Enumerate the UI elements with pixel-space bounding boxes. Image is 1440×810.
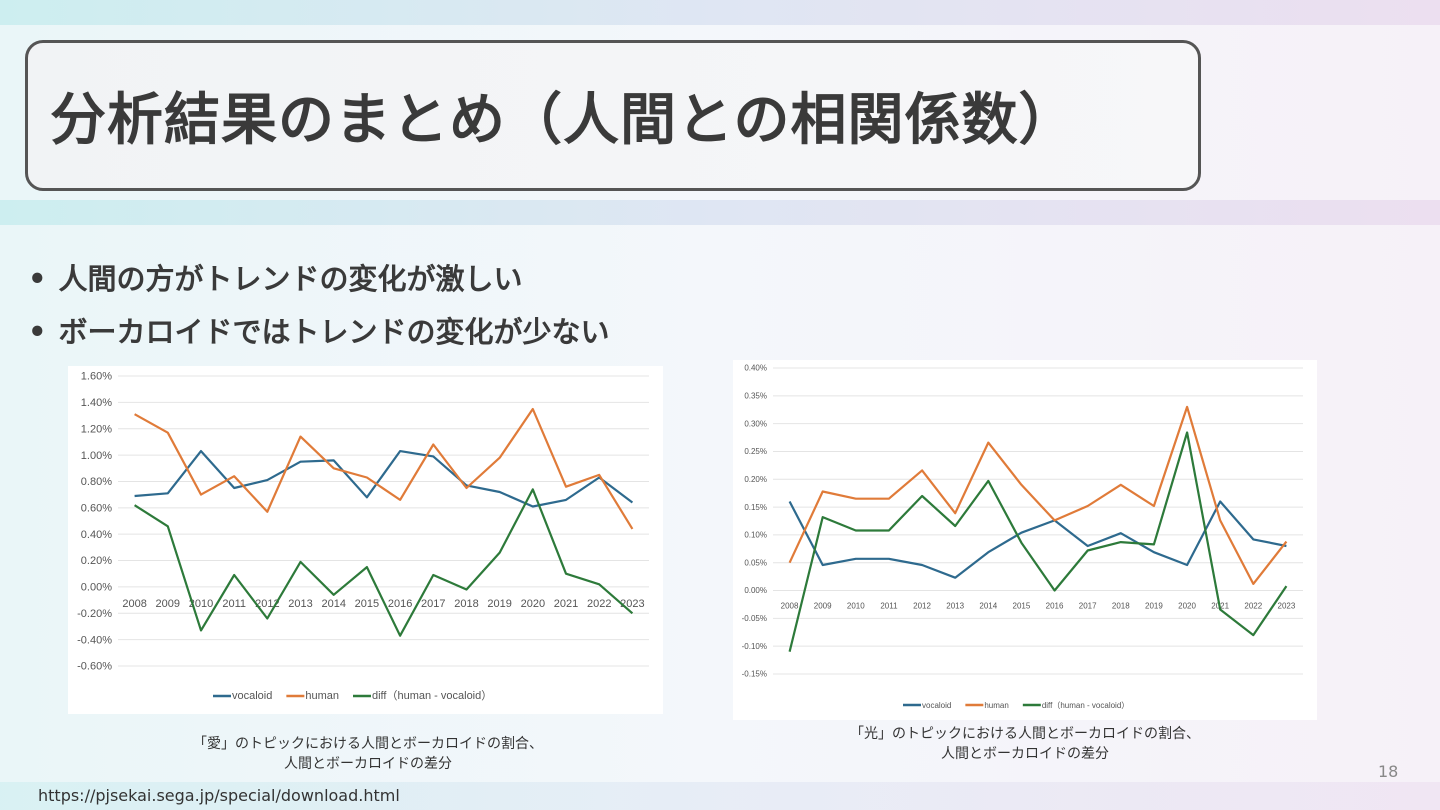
y-tick-label: 0.10%: [744, 531, 767, 540]
y-tick-label: -0.60%: [77, 661, 112, 673]
x-tick-label: 2021: [554, 598, 578, 610]
x-tick-label: 2008: [122, 598, 146, 610]
x-tick-label: 2019: [1145, 602, 1163, 611]
y-tick-label: 1.60%: [81, 371, 112, 383]
x-tick-label: 2010: [847, 602, 865, 611]
x-tick-label: 2011: [880, 602, 898, 611]
x-tick-label: 2018: [454, 598, 478, 610]
x-tick-label: 2015: [1013, 602, 1031, 611]
y-tick-label: 1.20%: [81, 423, 112, 435]
y-tick-label: 0.25%: [744, 447, 767, 456]
x-tick-label: 2014: [321, 598, 345, 610]
x-tick-label: 2011: [222, 598, 246, 610]
y-tick-label: 0.00%: [744, 586, 767, 595]
y-tick-label: 0.20%: [81, 555, 112, 567]
series-line-vocaloid: [788, 500, 1287, 579]
x-tick-label: 2017: [1079, 602, 1097, 611]
caption-line: 「光」のトピックにおける人間とボーカロイドの割合、: [850, 726, 1200, 742]
y-tick-label: -0.15%: [742, 670, 767, 679]
x-tick-label: 2016: [1046, 602, 1064, 611]
bottom-band: [0, 782, 1440, 810]
top-band: [0, 0, 1440, 25]
caption-line: 人間とボーカロイドの差分: [284, 756, 452, 772]
x-tick-label: 2018: [1112, 602, 1130, 611]
legend-label: human: [305, 690, 339, 702]
chart-svg: -0.15% -0.10% -0.05% 0.00% 0.05% 0.10% 0.15% 0.…: [742, 364, 1303, 710]
legend-label: diff（human - vocaloid）: [1042, 701, 1129, 710]
y-tick-label: 0.80%: [81, 476, 112, 488]
y-tick-label: 0.40%: [81, 529, 112, 541]
series-line-human: [788, 405, 1288, 585]
y-tick-label: 1.00%: [81, 450, 112, 462]
x-tick-label: 2019: [487, 598, 511, 610]
x-tick-label: 2023: [620, 598, 644, 610]
y-tick-label: -0.10%: [742, 642, 767, 651]
caption-hikari-topic: 「光」のトピックにおける人間とボーカロイドの割合、 人間とボーカロイドの差分: [775, 724, 1275, 764]
y-tick-label: 0.15%: [744, 503, 767, 512]
caption-ai-topic: 「愛」のトピックにおける人間とボーカロイドの割合、 人間とボーカロイドの差分: [118, 734, 618, 774]
x-tick-label: 2012: [913, 602, 931, 611]
y-tick-label: 0.00%: [81, 582, 112, 594]
x-tick-label: 2023: [1278, 602, 1296, 611]
x-tick-label: 2009: [156, 598, 180, 610]
caption-line: 人間とボーカロイドの差分: [941, 746, 1109, 762]
x-tick-label: 2022: [1244, 602, 1262, 611]
legend-label: human: [984, 701, 1008, 710]
y-tick-label: 0.40%: [744, 364, 767, 373]
x-tick-label: 2008: [781, 602, 799, 611]
x-tick-label: 2016: [388, 598, 412, 610]
y-tick-label: 0.60%: [81, 502, 112, 514]
legend-label: vocaloid: [232, 690, 272, 702]
x-tick-label: 2009: [814, 602, 832, 611]
x-tick-label: 2013: [288, 598, 312, 610]
x-tick-label: 2022: [587, 598, 611, 610]
y-tick-label: -0.20%: [77, 608, 112, 620]
x-tick-label: 2010: [189, 598, 213, 610]
y-tick-label: -0.05%: [742, 614, 767, 623]
x-tick-label: 2014: [979, 602, 997, 611]
page-title: 分析結果のまとめ（人間との相関係数）: [50, 88, 1076, 153]
legend-label: diff（human - vocaloid）: [372, 689, 492, 702]
chart-svg: -0.60% -0.40% -0.20% 0.00% 0.20% 0.40% 0.60% 0.…: [77, 371, 649, 702]
series-line-diff: [788, 431, 1288, 652]
bullet-text: 人間の方がトレンドの変化が激しい: [58, 262, 523, 296]
y-tick-label: 0.30%: [744, 419, 767, 428]
x-tick-label: 2015: [355, 598, 379, 610]
bullet-text: ボーカロイドではトレンドの変化が少ない: [58, 315, 610, 349]
x-tick-label: 2020: [521, 598, 545, 610]
title-underline-band: [0, 200, 1440, 225]
series-line-diff: [134, 488, 634, 637]
y-tick-label: 0.35%: [744, 391, 767, 400]
x-tick-label: 2013: [946, 602, 964, 611]
page-number: 18: [1378, 762, 1399, 781]
y-tick-label: 0.05%: [744, 558, 767, 567]
y-tick-label: -0.40%: [77, 634, 112, 646]
source-url[interactable]: https://pjsekai.sega.jp/special/download…: [38, 786, 400, 805]
bullet-item: • ボーカロイドではトレンドの変化が少ない: [28, 315, 610, 349]
series-line-human: [134, 407, 634, 530]
series-line-vocaloid: [134, 449, 634, 508]
x-tick-label: 2017: [421, 598, 445, 610]
chart-ai-topic: -0.60% -0.40% -0.20% 0.00% 0.20% 0.40% 0.60% 0.…: [68, 366, 663, 714]
legend-label: vocaloid: [922, 701, 951, 710]
chart-hikari-topic: -0.15% -0.10% -0.05% 0.00% 0.05% 0.10% 0.15% 0.…: [733, 360, 1317, 720]
y-tick-label: 0.20%: [744, 475, 767, 484]
caption-line: 「愛」のトピックにおける人間とボーカロイドの割合、: [193, 736, 543, 752]
x-tick-label: 2020: [1178, 602, 1196, 611]
y-tick-label: 1.40%: [81, 397, 112, 409]
bullet-item: • 人間の方がトレンドの変化が激しい: [28, 262, 523, 296]
title-box: 分析結果のまとめ（人間との相関係数）: [25, 40, 1201, 191]
